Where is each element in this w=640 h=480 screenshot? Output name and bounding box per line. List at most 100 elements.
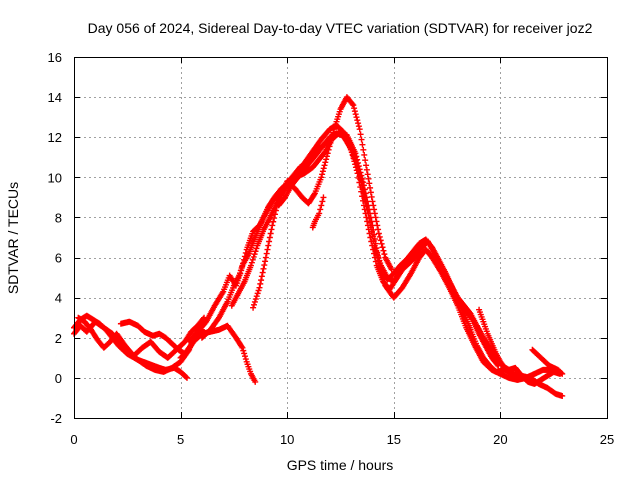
- data-point: [367, 219, 374, 226]
- data-point: [358, 136, 365, 143]
- data-point: [559, 392, 566, 399]
- data-point: [242, 356, 249, 363]
- satellite-track-8: [228, 94, 395, 309]
- data-point: [354, 117, 361, 124]
- data-point: [345, 140, 352, 147]
- data-point: [239, 263, 246, 270]
- data-point: [376, 233, 383, 240]
- data-point: [366, 180, 373, 187]
- data-point: [368, 228, 375, 235]
- data-point: [319, 168, 326, 175]
- data-point: [252, 378, 259, 385]
- data-point: [388, 266, 395, 273]
- data-point: [183, 374, 190, 381]
- data-point: [322, 159, 329, 166]
- data-point: [353, 114, 360, 121]
- data-point: [362, 157, 369, 164]
- data-point: [558, 370, 565, 377]
- data-point: [258, 273, 265, 280]
- data-point: [251, 251, 258, 258]
- data-point: [269, 222, 276, 229]
- data-point: [250, 304, 257, 311]
- data-point: [183, 374, 190, 381]
- data-point: [372, 258, 379, 265]
- chart-title: Day 056 of 2024, Sidereal Day-to-day VTE…: [88, 20, 593, 36]
- data-point: [358, 179, 365, 186]
- data-point: [352, 158, 359, 165]
- data-point: [363, 162, 370, 169]
- data-point: [351, 108, 358, 115]
- x-tick-label: 15: [387, 432, 401, 447]
- data-point: [320, 165, 327, 172]
- y-tick-label: 14: [48, 90, 62, 105]
- data-point: [362, 196, 369, 203]
- data-point: [361, 192, 368, 199]
- data-point: [377, 237, 384, 244]
- data-point: [375, 226, 382, 233]
- data-point: [317, 206, 324, 213]
- data-point: [271, 215, 278, 222]
- x-tick-label: 5: [177, 432, 184, 447]
- data-point: [265, 242, 272, 249]
- data-point: [257, 280, 264, 287]
- x-tick-label: 10: [280, 432, 294, 447]
- data-point: [254, 290, 261, 297]
- data-point: [371, 210, 378, 217]
- data-point: [266, 234, 273, 241]
- x-axis-label: GPS time / hours: [287, 457, 394, 473]
- data-point: [311, 191, 318, 198]
- data-point: [256, 284, 263, 291]
- data-point: [270, 218, 277, 225]
- data-point: [240, 260, 247, 267]
- data-point: [262, 254, 269, 261]
- data-point: [369, 198, 376, 205]
- data-point: [321, 162, 328, 169]
- data-point: [240, 347, 247, 354]
- axis-ticks: 0 5 10 15 20 25 -2 0 2 4 6 8 10 12 14 16: [48, 50, 615, 447]
- data-point: [351, 105, 358, 112]
- data-point: [559, 370, 566, 377]
- data-point: [360, 189, 367, 196]
- data-point: [268, 226, 275, 233]
- data-point: [255, 287, 262, 294]
- data-point: [266, 238, 273, 245]
- data-point: [247, 262, 254, 269]
- data-point: [240, 256, 247, 263]
- data-point: [253, 245, 260, 252]
- x-tick-label: 0: [70, 432, 77, 447]
- data-point: [259, 269, 266, 276]
- data-point: [362, 199, 369, 206]
- data-point: [251, 301, 258, 308]
- data-point: [238, 343, 245, 350]
- data-point: [368, 193, 375, 200]
- data-point: [364, 171, 371, 178]
- data-point: [355, 170, 362, 177]
- data-point: [356, 173, 363, 180]
- data-point: [249, 256, 256, 263]
- y-tick-label: 4: [55, 291, 62, 306]
- data-point: [239, 344, 246, 351]
- y-tick-label: 2: [55, 331, 62, 346]
- data-point: [320, 194, 327, 201]
- data-point: [241, 350, 248, 357]
- data-point: [357, 131, 364, 138]
- data-point: [263, 250, 270, 257]
- data-point: [253, 293, 260, 300]
- data-point: [262, 258, 269, 265]
- data-point: [372, 214, 379, 221]
- data-point: [238, 267, 245, 274]
- data-point: [349, 100, 356, 107]
- y-axis-label: SDTVAR / TECUs: [5, 182, 21, 294]
- y-tick-label: 12: [48, 130, 62, 145]
- satellite-track-13: [529, 346, 566, 377]
- data-point: [359, 185, 366, 192]
- data-point: [380, 247, 387, 254]
- x-tick-label: 25: [600, 432, 614, 447]
- data-point: [355, 123, 362, 130]
- satellite-track-10: [275, 130, 423, 285]
- data-point: [365, 175, 372, 182]
- data-point: [248, 259, 255, 266]
- data-point: [369, 233, 376, 240]
- y-tick-label: 10: [48, 170, 62, 185]
